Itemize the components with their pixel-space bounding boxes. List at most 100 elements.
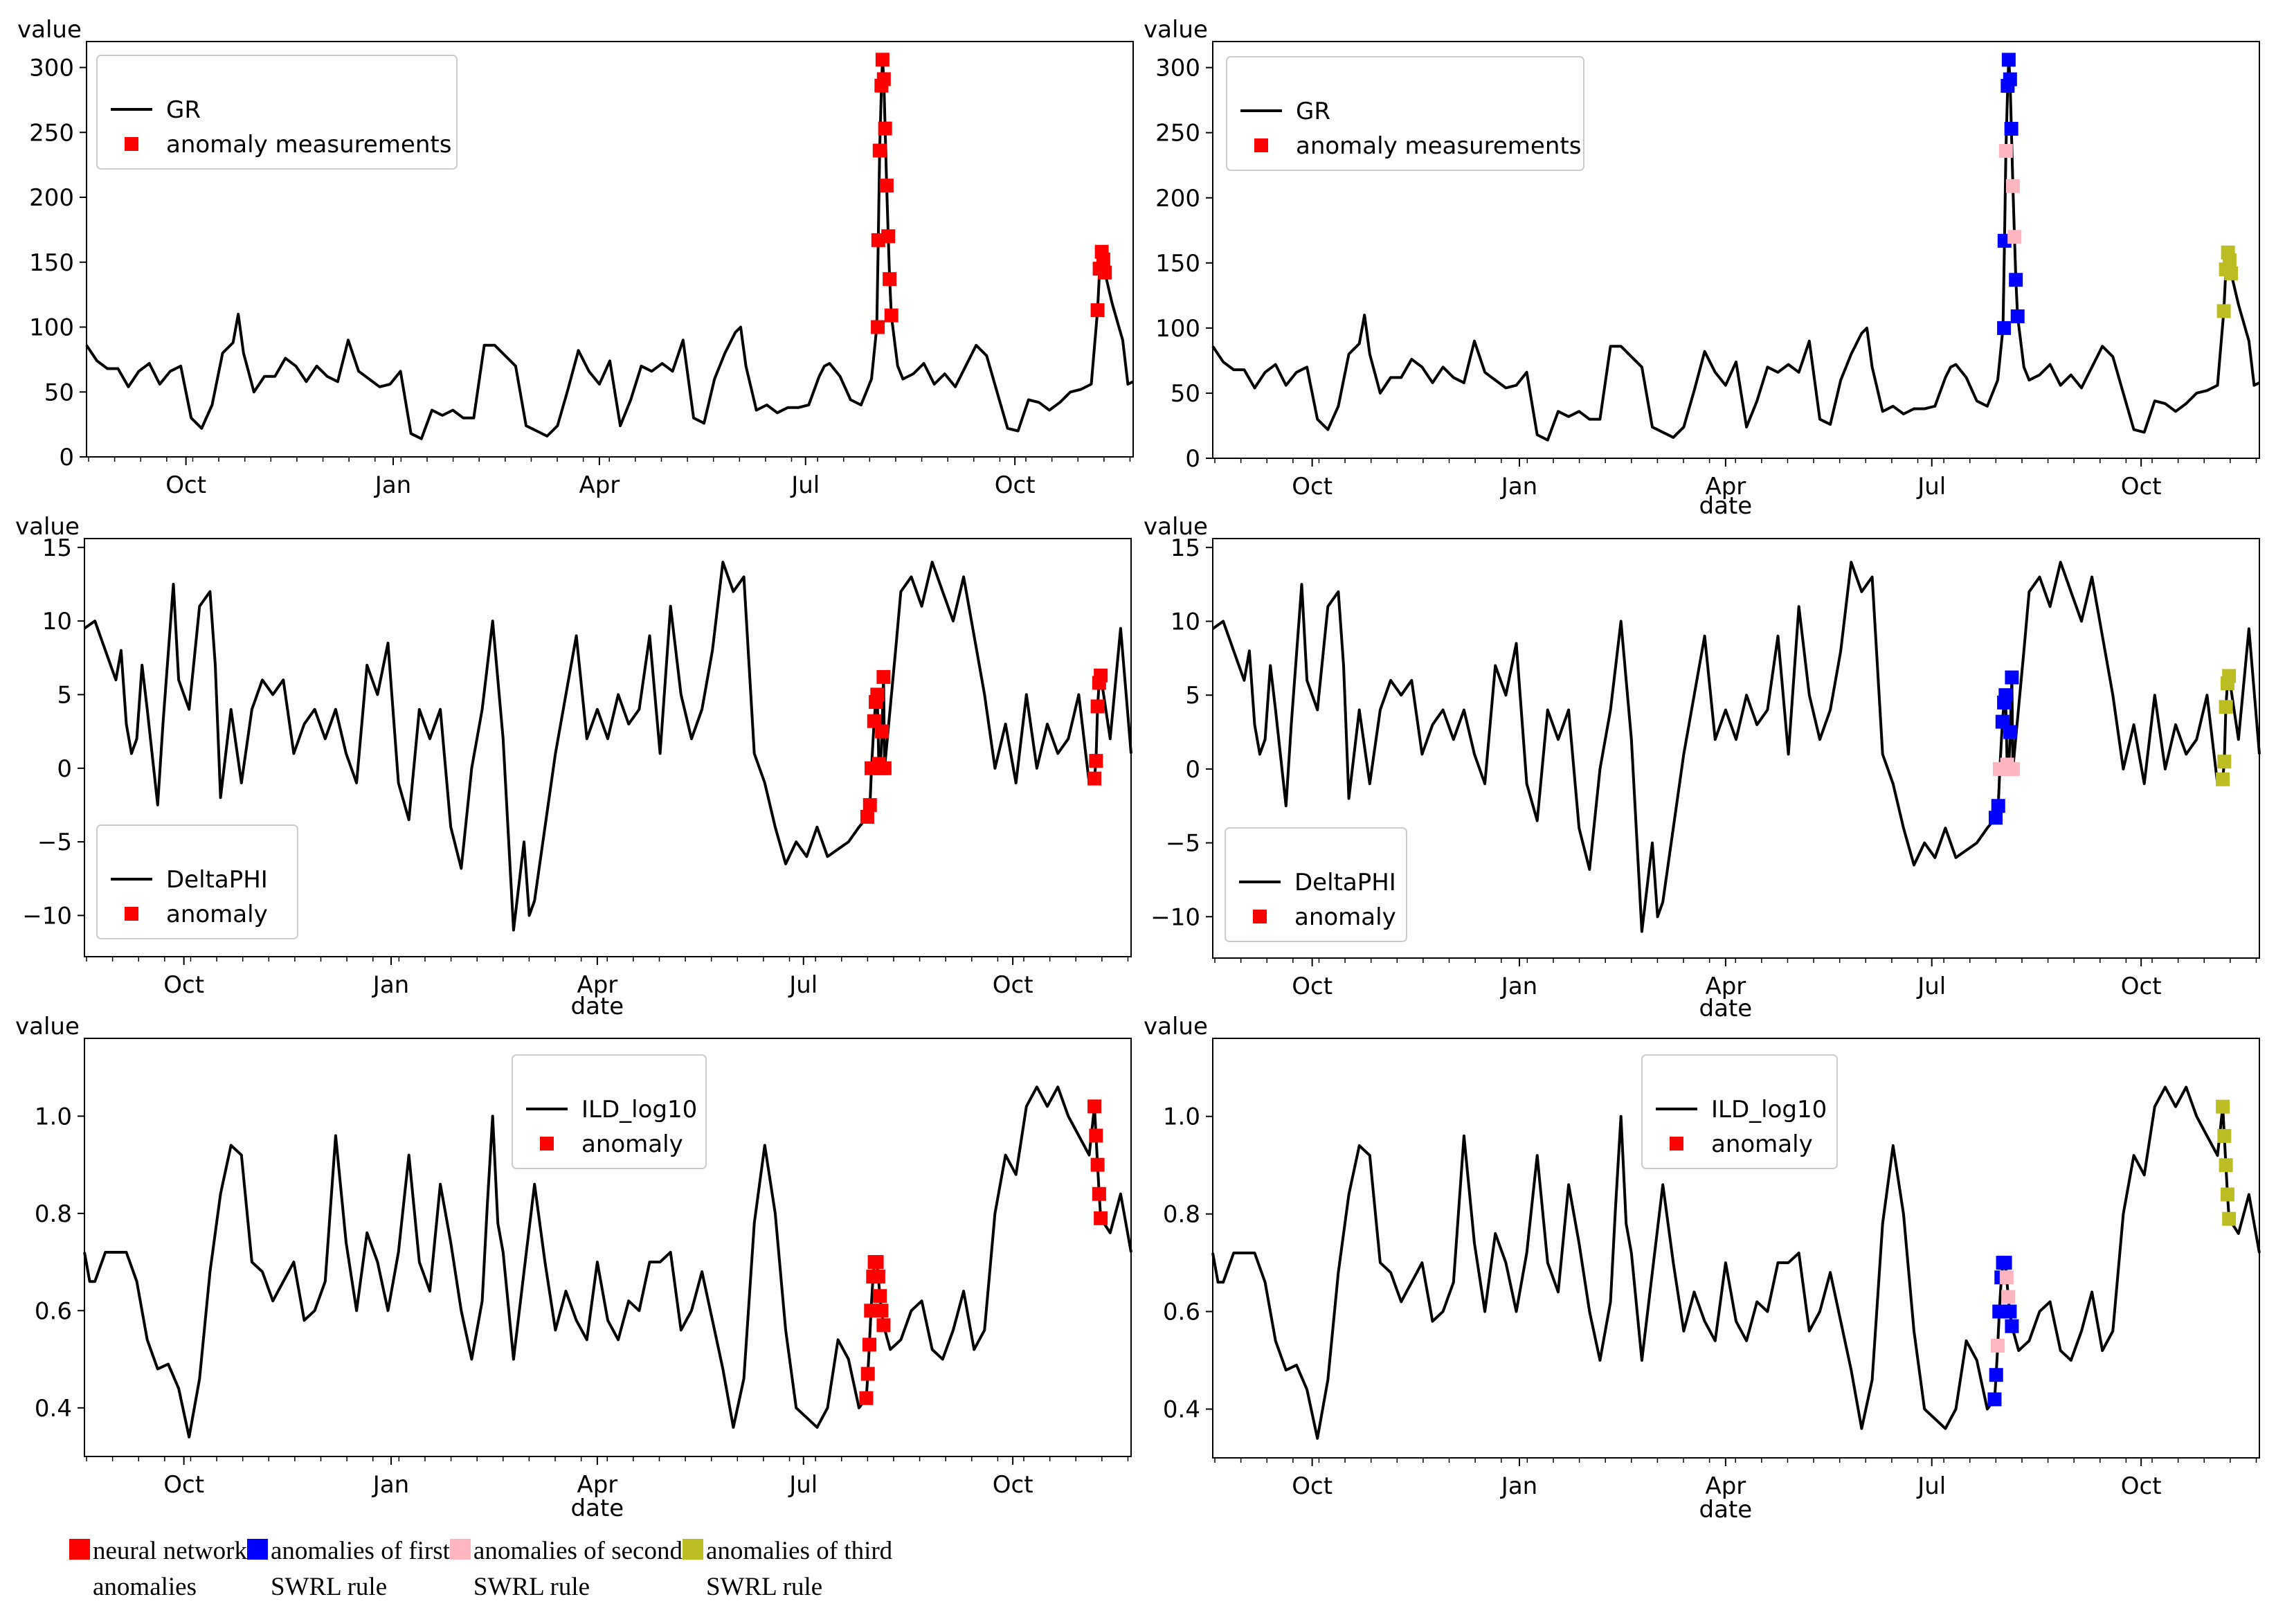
- anomaly-marker: [875, 53, 889, 67]
- bottom-legend-item-neural: neural network anomalies: [69, 1533, 247, 1605]
- anomaly-marker: [874, 1303, 889, 1318]
- y-axis-label: value: [1144, 1013, 1208, 1040]
- anomaly-marker: [1998, 1256, 2012, 1270]
- anomaly-marker: [2222, 253, 2237, 268]
- anomaly-marker: [1991, 1338, 2005, 1353]
- axes-frame: [86, 41, 1134, 458]
- anomaly-marker: [2009, 273, 2023, 287]
- x-tick-label: Oct: [2121, 1472, 2162, 1500]
- legend-marker-label: anomaly measurements: [166, 131, 451, 159]
- anomaly-marker: [1090, 303, 1105, 318]
- anomaly-marker: [883, 272, 897, 287]
- y-tick-label: 0.6: [1163, 1299, 1200, 1326]
- y-tick-label: 300: [1155, 55, 1200, 82]
- x-tick-label: Jan: [1500, 473, 1537, 500]
- legend-line-label: ILD_log10: [581, 1096, 697, 1124]
- y-axis-label: value: [1144, 513, 1208, 541]
- anomaly-marker: [875, 724, 889, 739]
- x-tick-label: Apr: [577, 1471, 617, 1499]
- anomaly-marker: [2003, 1304, 2017, 1319]
- legend-box: [1226, 56, 1584, 171]
- x-tick-label: Jul: [1916, 973, 1946, 1000]
- anomaly-marker: [869, 1255, 884, 1270]
- series-line-dphi: [1211, 561, 2261, 933]
- anomaly-marker: [2216, 304, 2231, 318]
- x-tick-label: Jan: [372, 971, 409, 999]
- bottom-legend: neural network anomalies anomalies of fi…: [69, 1533, 892, 1605]
- anomaly-marker: [862, 1337, 876, 1352]
- y-axis-label: value: [17, 16, 82, 44]
- x-tick-label: Jul: [1916, 473, 1946, 500]
- legend-marker-swatch: [1253, 910, 1267, 923]
- axes-frame: [84, 538, 1132, 957]
- x-tick-label: Jan: [374, 471, 411, 499]
- axes-frame: [1212, 1038, 2260, 1459]
- bottom-legend-text: neural network anomalies: [93, 1537, 247, 1601]
- x-tick-label: Oct: [1292, 1472, 1333, 1500]
- y-tick-label: 10: [1171, 608, 1200, 635]
- y-tick-label: 50: [1171, 380, 1200, 408]
- x-tick-label: Apr: [1705, 473, 1746, 500]
- series-line-ild: [83, 1085, 1132, 1438]
- anomaly-marker: [2216, 1099, 2230, 1114]
- anomaly-marker: [1988, 811, 2003, 825]
- bottom-legend-item-second: anomalies of second SWRL rule: [449, 1533, 683, 1605]
- x-tick-label: Oct: [2121, 473, 2162, 500]
- anomaly-marker: [879, 179, 894, 193]
- x-axis-label: date: [1699, 995, 1753, 1022]
- anomaly-marker: [2010, 309, 2025, 323]
- chart-gr-swrl: value 0 50 100 150 200 250 300 Oct Jan Apr Jul Oct da…: [1144, 16, 2260, 520]
- anomaly-marker: [2005, 670, 2019, 685]
- anomaly-marker: [1090, 1157, 1105, 1172]
- legend-swatch-red: [69, 1539, 90, 1560]
- x-axis-label: date: [571, 1495, 624, 1522]
- x-axis-label: date: [1699, 1496, 1753, 1524]
- anomaly-marker: [1087, 771, 1102, 786]
- series-line-gr: [85, 58, 1134, 440]
- anomaly-marker: [876, 72, 891, 87]
- bottom-legend-text: anomalies of third SWRL rule: [705, 1537, 893, 1601]
- series-line-dphi: [83, 561, 1132, 932]
- y-tick-label: 150: [29, 249, 74, 277]
- anomaly-marker: [2219, 1158, 2233, 1173]
- anomaly-marker: [881, 229, 896, 244]
- bottom-legend-text: anomalies of first SWRL rule: [270, 1537, 450, 1601]
- y-tick-label: −5: [37, 829, 72, 856]
- x-tick-label: Oct: [163, 1471, 204, 1499]
- anomaly-marker: [871, 320, 885, 334]
- anomaly-marker: [876, 1318, 891, 1333]
- y-tick-label: 0: [57, 755, 72, 783]
- anomaly-marker: [1987, 1392, 2002, 1407]
- anomaly-marker: [1089, 1128, 1103, 1143]
- bottom-legend-item-first: anomalies of first SWRL rule: [246, 1533, 450, 1605]
- anomaly-marker: [2005, 761, 2020, 776]
- y-tick-label: 0: [1185, 445, 1200, 473]
- y-tick-label: 0: [1185, 756, 1200, 784]
- y-tick-label: 0: [59, 444, 74, 471]
- y-tick-label: 5: [57, 681, 72, 709]
- anomaly-marker: [1998, 688, 2013, 703]
- anomaly-marker: [860, 1366, 875, 1381]
- series-line-gr: [1211, 58, 2260, 442]
- anomaly-marker: [2005, 179, 2020, 193]
- y-axis-label: value: [1144, 16, 1208, 44]
- y-tick-label: 200: [29, 184, 74, 212]
- anomaly-marker: [1989, 1368, 2003, 1382]
- anomaly-marker: [873, 1289, 887, 1303]
- y-tick-label: 0.6: [35, 1297, 72, 1325]
- y-tick-label: 200: [1155, 185, 1200, 213]
- legend-marker-swatch: [125, 907, 138, 921]
- y-tick-label: 100: [1155, 315, 1200, 343]
- y-tick-label: 300: [29, 55, 74, 82]
- legend-line-label: ILD_log10: [1711, 1096, 1827, 1124]
- anomaly-marker: [876, 669, 891, 684]
- anomaly-marker: [2003, 72, 2017, 87]
- anomaly-marker: [859, 1391, 874, 1405]
- x-axis-label: date: [571, 993, 624, 1020]
- x-tick-label: Jul: [790, 471, 820, 499]
- anomaly-marker: [862, 797, 877, 812]
